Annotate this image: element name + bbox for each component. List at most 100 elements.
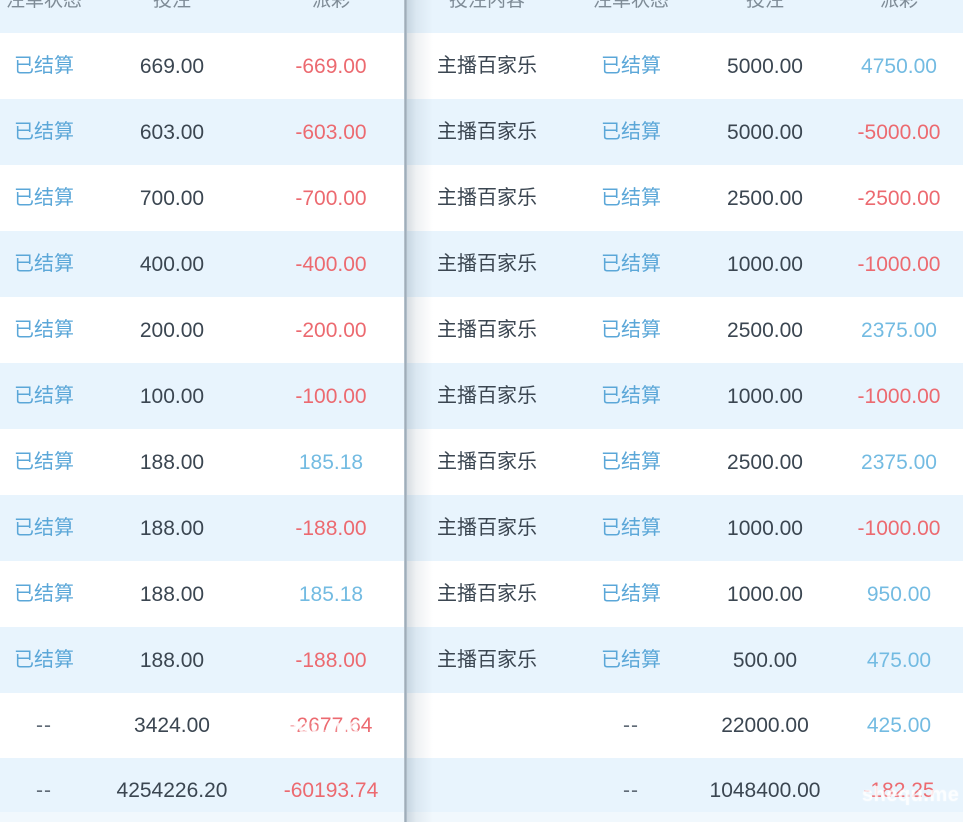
cell-order-status-text: -- xyxy=(36,714,52,737)
cell-bet-text: 2500.00 xyxy=(727,186,803,210)
cell-order-status-text[interactable]: 已结算 xyxy=(601,385,661,407)
cell-payout-text: -100.00 xyxy=(295,384,367,408)
cell-order-status: 已结算 xyxy=(567,363,695,429)
cell-order-status-text[interactable]: 已结算 xyxy=(14,187,74,209)
cell-bet-content-text: 主播百家乐 xyxy=(437,517,537,539)
cell-order-status-text[interactable]: 已结算 xyxy=(601,121,661,143)
panel-divider[interactable] xyxy=(404,0,407,822)
cell-bet-text: 700.00 xyxy=(139,186,205,210)
cell-bet: 188.00 xyxy=(88,561,256,627)
left-records-table: 注单状态 投注 派彩 已结算 669.00 -669.00 已结算 603.00 -603… xyxy=(0,0,406,822)
cell-payout: 475.00 xyxy=(835,627,963,693)
cell-payout-text: -60193.74 xyxy=(283,779,379,802)
cell-bet: 188.00 xyxy=(88,429,256,495)
cell-order-status-text[interactable]: 已结算 xyxy=(14,517,74,539)
cell-bet-content-text: 主播百家乐 xyxy=(437,55,537,77)
cell-bet-content-text: 主播百家乐 xyxy=(437,583,537,605)
table-row[interactable]: 主播百家乐 已结算 2500.00 2375.00 xyxy=(407,297,963,363)
table-row[interactable]: 主播百家乐 已结算 1000.00 -1000.00 xyxy=(407,231,963,297)
column-header-order-status[interactable]: 注单状态 xyxy=(0,0,88,33)
table-row[interactable]: 主播百家乐 已结算 500.00 475.00 xyxy=(407,627,963,693)
cell-order-status-text[interactable]: 已结算 xyxy=(14,319,74,341)
cell-bet: 2500.00 xyxy=(695,165,835,231)
cell-bet-content: 主播百家乐 xyxy=(407,495,567,561)
cell-order-status-text[interactable]: 已结算 xyxy=(601,253,661,275)
summary-row: -- 3424.00 -2677.64 xyxy=(0,693,406,758)
cell-bet-content: 主播百家乐 xyxy=(407,165,567,231)
cell-order-status: 已结算 xyxy=(0,495,88,561)
cell-order-status-text[interactable]: 已结算 xyxy=(14,55,74,77)
cell-order-status: 已结算 xyxy=(0,231,88,297)
cell-order-status-text[interactable]: 已结算 xyxy=(601,55,661,77)
column-header-bet[interactable]: 投注 xyxy=(88,0,256,33)
cell-order-status-text[interactable]: 已结算 xyxy=(14,385,74,407)
cell-bet-text: 2500.00 xyxy=(727,318,803,342)
table-row[interactable]: 已结算 100.00 -100.00 xyxy=(0,363,406,429)
cell-order-status-text[interactable]: 已结算 xyxy=(14,253,74,275)
cell-bet-text: 188.00 xyxy=(139,516,205,540)
column-header-order-status-right[interactable]: 注单状态 xyxy=(567,0,695,33)
cell-bet-content: 主播百家乐 xyxy=(407,429,567,495)
cell-bet-content-text: 主播百家乐 xyxy=(437,451,537,473)
cell-order-status-text[interactable]: 已结算 xyxy=(601,583,661,605)
column-header-bet-content[interactable]: 投注内容 xyxy=(407,0,567,33)
cell-bet-content-text: 主播百家乐 xyxy=(437,319,537,341)
table-row[interactable]: 已结算 400.00 -400.00 xyxy=(0,231,406,297)
cell-bet-text: 1048400.00 xyxy=(709,779,821,802)
table-row[interactable]: 已结算 188.00 185.18 xyxy=(0,429,406,495)
table-row[interactable]: 已结算 700.00 -700.00 xyxy=(0,165,406,231)
cell-payout: 4750.00 xyxy=(835,33,963,99)
cell-bet-text: 400.00 xyxy=(139,252,205,276)
table-row[interactable]: 已结算 603.00 -603.00 xyxy=(0,99,406,165)
cell-order-status-text[interactable]: 已结算 xyxy=(14,451,74,473)
cell-order-status-text[interactable]: 已结算 xyxy=(601,319,661,341)
cell-order-status-text[interactable]: 已结算 xyxy=(601,451,661,473)
cell-bet-content-text: 主播百家乐 xyxy=(437,187,537,209)
cell-bet: 603.00 xyxy=(88,99,256,165)
cell-payout-text: -1000.00 xyxy=(857,252,941,276)
cell-payout: -1000.00 xyxy=(835,495,963,561)
column-header-payout-right[interactable]: 派彩 xyxy=(835,0,963,33)
table-row[interactable]: 已结算 188.00 185.18 xyxy=(0,561,406,627)
table-row[interactable]: 主播百家乐 已结算 2500.00 -2500.00 xyxy=(407,165,963,231)
cell-order-status-text[interactable]: 已结算 xyxy=(14,583,74,605)
cell-order-status-text[interactable]: 已结算 xyxy=(14,649,74,671)
cell-order-status: 已结算 xyxy=(0,429,88,495)
cell-payout: 185.18 xyxy=(256,429,406,495)
cell-order-status: 已结算 xyxy=(0,297,88,363)
cell-order-status-text[interactable]: 已结算 xyxy=(601,517,661,539)
column-header-bet-right[interactable]: 投注 xyxy=(695,0,835,33)
table-row[interactable]: 主播百家乐 已结算 1000.00 -1000.00 xyxy=(407,363,963,429)
cell-order-status-text[interactable]: 已结算 xyxy=(601,649,661,671)
cell-bet-text: 5000.00 xyxy=(727,120,803,144)
cell-payout-text: 950.00 xyxy=(866,582,932,606)
cell-order-status: -- xyxy=(567,758,695,822)
cell-bet-content: 主播百家乐 xyxy=(407,231,567,297)
right-header-row: 投注内容 注单状态 投注 派彩 xyxy=(407,0,963,33)
table-row[interactable]: 已结算 669.00 -669.00 xyxy=(0,33,406,99)
cell-bet: 5000.00 xyxy=(695,33,835,99)
cell-bet: 4254226.20 xyxy=(88,758,256,822)
cell-bet: 1000.00 xyxy=(695,561,835,627)
cell-bet-text: 1000.00 xyxy=(727,252,803,276)
column-header-payout[interactable]: 派彩 xyxy=(256,0,406,33)
cell-payout: 2375.00 xyxy=(835,297,963,363)
table-row[interactable]: 已结算 188.00 -188.00 xyxy=(0,627,406,693)
cell-order-status: -- xyxy=(567,693,695,758)
table-row[interactable]: 主播百家乐 已结算 1000.00 950.00 xyxy=(407,561,963,627)
cell-order-status: 已结算 xyxy=(567,627,695,693)
table-row[interactable]: 主播百家乐 已结算 5000.00 -5000.00 xyxy=(407,99,963,165)
table-row[interactable]: 主播百家乐 已结算 1000.00 -1000.00 xyxy=(407,495,963,561)
cell-order-status: 已结算 xyxy=(0,165,88,231)
cell-bet-text: 3424.00 xyxy=(134,714,210,737)
cell-bet: 22000.00 xyxy=(695,693,835,758)
cell-order-status-text[interactable]: 已结算 xyxy=(14,121,74,143)
table-row[interactable]: 已结算 200.00 -200.00 xyxy=(0,297,406,363)
table-row[interactable]: 主播百家乐 已结算 2500.00 2375.00 xyxy=(407,429,963,495)
cell-order-status-text[interactable]: 已结算 xyxy=(601,187,661,209)
cell-bet-content: 主播百家乐 xyxy=(407,99,567,165)
table-row[interactable]: 主播百家乐 已结算 5000.00 4750.00 xyxy=(407,33,963,99)
cell-payout: -188.00 xyxy=(256,627,406,693)
cell-bet-text: 100.00 xyxy=(139,384,205,408)
table-row[interactable]: 已结算 188.00 -188.00 xyxy=(0,495,406,561)
